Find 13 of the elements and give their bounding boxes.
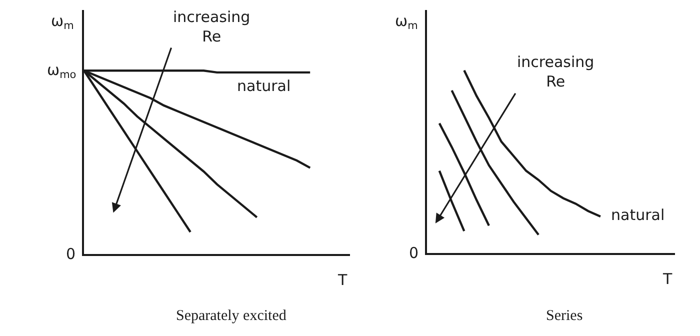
y-axis-title: ω$_{m}$ bbox=[51, 12, 74, 32]
text: ω$_{mo}$ bbox=[47, 61, 76, 82]
text: 0 bbox=[66, 245, 76, 263]
annotation: natural bbox=[237, 77, 291, 95]
text: Separately excited bbox=[176, 308, 287, 324]
text: 0 bbox=[409, 244, 419, 262]
annotation: increasing Re bbox=[517, 53, 594, 90]
text: Series bbox=[546, 308, 583, 324]
x-axis-title: T bbox=[662, 270, 673, 288]
text: increasing Re bbox=[173, 8, 250, 46]
annotation: natural bbox=[611, 206, 665, 224]
x-axis-title: T bbox=[337, 271, 348, 289]
y-axis-title: ω$_{m}$ bbox=[395, 12, 418, 32]
